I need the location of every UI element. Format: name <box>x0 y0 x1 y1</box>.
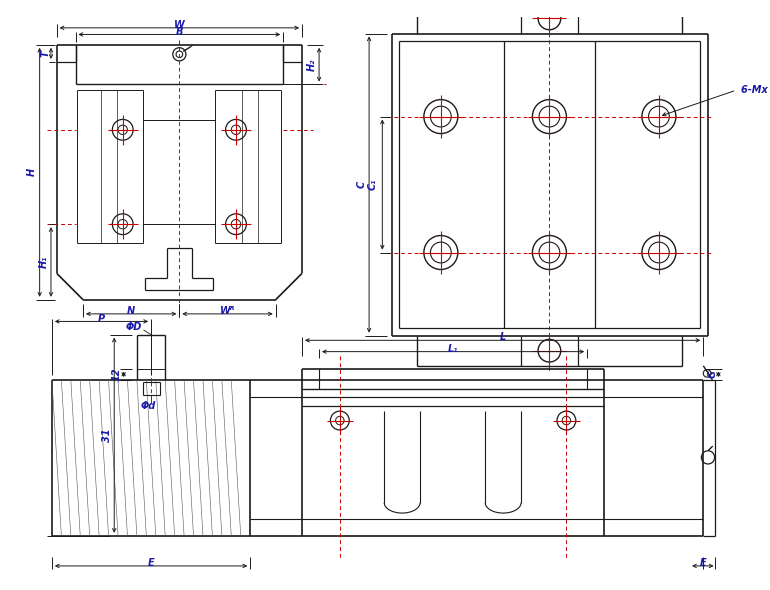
Text: 6-Mx l: 6-Mx l <box>741 85 770 95</box>
Text: ΦD: ΦD <box>126 322 142 332</box>
Text: P: P <box>98 314 105 323</box>
Text: 31: 31 <box>102 428 112 442</box>
Text: H: H <box>27 168 37 176</box>
Text: B: B <box>176 27 183 37</box>
Text: C₁: C₁ <box>368 179 378 190</box>
Text: T: T <box>40 50 50 57</box>
Text: E: E <box>148 558 154 568</box>
Text: L₁: L₁ <box>448 344 458 354</box>
Text: E: E <box>699 558 706 568</box>
Text: 12: 12 <box>111 368 121 381</box>
Text: Wᴿ: Wᴿ <box>219 306 236 316</box>
Text: Φd: Φd <box>141 401 156 411</box>
Text: H₁: H₁ <box>38 256 49 268</box>
Text: N: N <box>127 306 136 316</box>
Text: L: L <box>500 333 506 342</box>
Text: H₂: H₂ <box>306 58 316 71</box>
Text: W: W <box>174 20 185 30</box>
Text: G: G <box>708 371 718 378</box>
Text: C: C <box>357 181 367 188</box>
